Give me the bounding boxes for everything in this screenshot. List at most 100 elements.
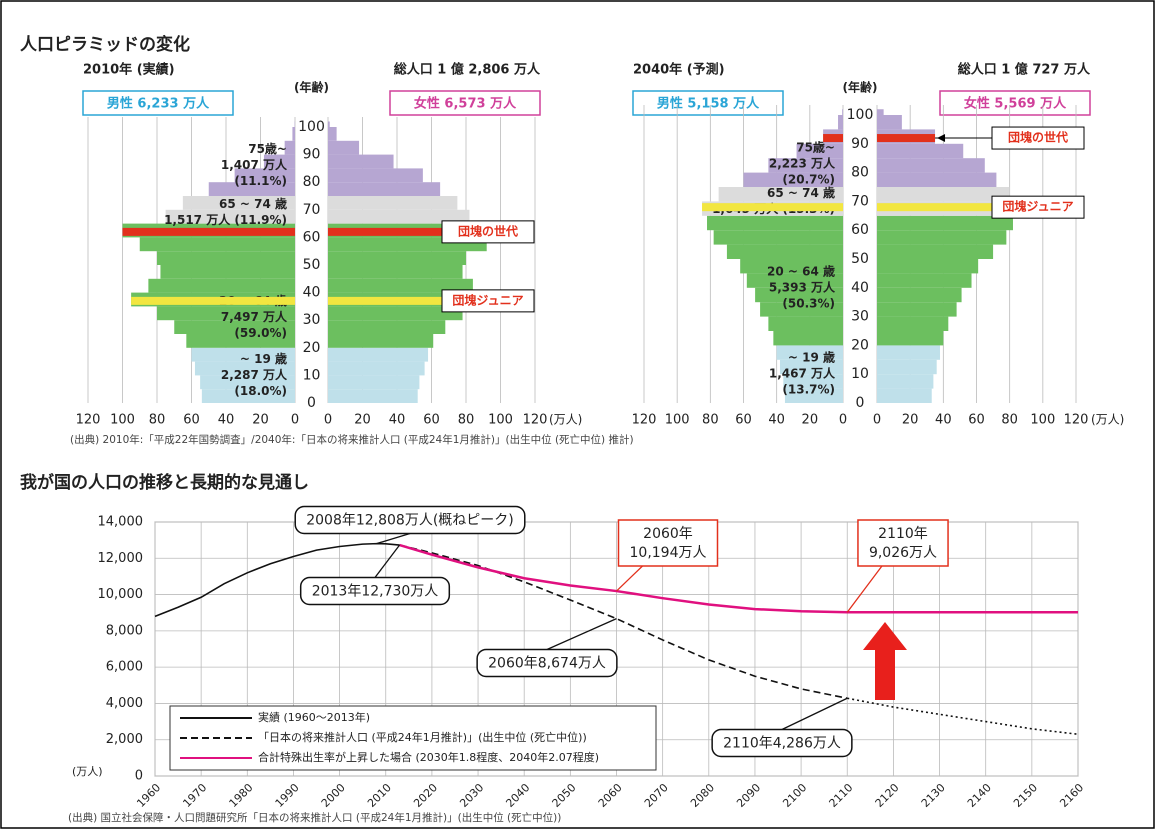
bar [796,143,843,159]
bar [877,302,957,317]
legend-box [632,90,784,116]
callout-pointer [546,618,617,651]
y-tick-label: 0 [135,769,143,784]
bar [877,244,994,259]
bar [726,244,843,259]
y-tick-label: 0 [856,395,865,411]
unit: (万人) [1091,413,1124,427]
bar [234,168,295,183]
callout-label: 9,026万人 [869,545,937,561]
group-label: 1,467 万人 [769,366,836,381]
bar [328,278,473,293]
y-tick-label: 60 [851,222,869,238]
callout-label: 団塊ジュニア [1002,199,1073,214]
x-tick-label: 100 [488,413,513,428]
group-label: 65 ~ 74 歳 [767,185,835,200]
x-tick-label: 40 [389,413,406,428]
chart-title: 2010年 (実績) [83,62,175,78]
bar [292,127,295,141]
legend-box [82,90,234,116]
bar [877,172,997,187]
callout-box [294,505,526,535]
y-tick-label: 60 [303,229,321,245]
bar [194,361,295,376]
group-label: 20 ~ 64 歳 [767,263,835,278]
callout-pointer [616,565,643,592]
legend-box [389,90,541,116]
x-tick-label: 0 [291,413,299,428]
bar [328,196,458,210]
y-tick-label: 100 [298,119,325,135]
group-label: 65 ~ 74 歳 [219,196,287,211]
callout-box [991,195,1085,219]
group-label: 5,393 万人 [769,279,836,294]
callout-label: 団塊の世代 [458,223,518,238]
bar [186,334,295,348]
group-label: 7,497 万人 [221,309,288,324]
x-tick-label: 100 [1030,413,1055,428]
group-label: (13.7%) [782,383,835,397]
group-label: 75歳~ [248,141,287,156]
callout-label: 団塊ジュニア [452,292,523,307]
callout-box [441,289,535,313]
bar [328,265,463,279]
bar [877,345,941,360]
highlight-band [328,296,489,305]
bar [877,158,985,173]
bar [328,182,441,196]
y-tick-label: 30 [851,309,869,325]
x-tick-label: 20 [354,413,371,428]
bar [877,187,1010,202]
y-tick-label: 20 [851,337,869,353]
bar [148,278,295,293]
y-tick-label: 4,000 [106,696,143,711]
chart-title: 2040年 (予測) [633,62,725,78]
bar [768,316,843,331]
up-arrow [863,622,907,700]
x-tick-label: 60 [968,413,985,428]
bar [877,109,884,115]
x-tick-label: 40 [768,413,785,428]
bar [174,320,295,334]
x-tick-label: 60 [423,413,440,428]
group-label: (50.3%) [782,296,835,310]
y-tick-label: 0 [307,395,316,411]
callout-label: 2060年8,674万人 [488,656,606,672]
bar [328,251,466,265]
callout-box [991,126,1085,150]
y-tick-label: 12,000 [98,551,144,566]
y-tick-label: 30 [303,312,321,328]
bar [773,331,843,346]
bar [746,273,843,288]
bar [740,259,843,274]
bar [328,168,423,183]
group-label: ~ 19 歳 [240,351,287,366]
section-title: 人口ピラミッドの変化 [20,34,190,55]
highlight-band [877,134,936,143]
bar [200,375,295,390]
callout-label: 2060年 [643,526,693,542]
y-tick-label: 10,000 [98,587,144,602]
x-tick-label: 120 [523,413,548,428]
callout-box [299,576,451,606]
x-tick-label: 80 [1001,413,1018,428]
y-tick-label: 8,000 [106,623,143,638]
highlight-band [823,134,843,143]
bar [877,374,934,389]
callout-pointer [374,544,401,578]
x-tick-label: 120 [1064,413,1089,428]
y-tick-label: 90 [851,136,869,152]
y-tick-label: 20 [303,340,321,356]
callout-label: 団塊の世代 [1008,130,1068,145]
bar [165,209,295,224]
callout-label: 2110年4,286万人 [723,736,841,752]
callout-label: 2013年12,730万人 [312,584,439,600]
bar [328,375,420,390]
bar [328,334,434,348]
x-tick-label: 0 [324,413,332,428]
highlight-band [131,296,295,305]
bar [842,109,843,115]
y-tick-label: 40 [851,280,869,296]
callout-box [711,728,853,758]
bar [157,251,295,265]
